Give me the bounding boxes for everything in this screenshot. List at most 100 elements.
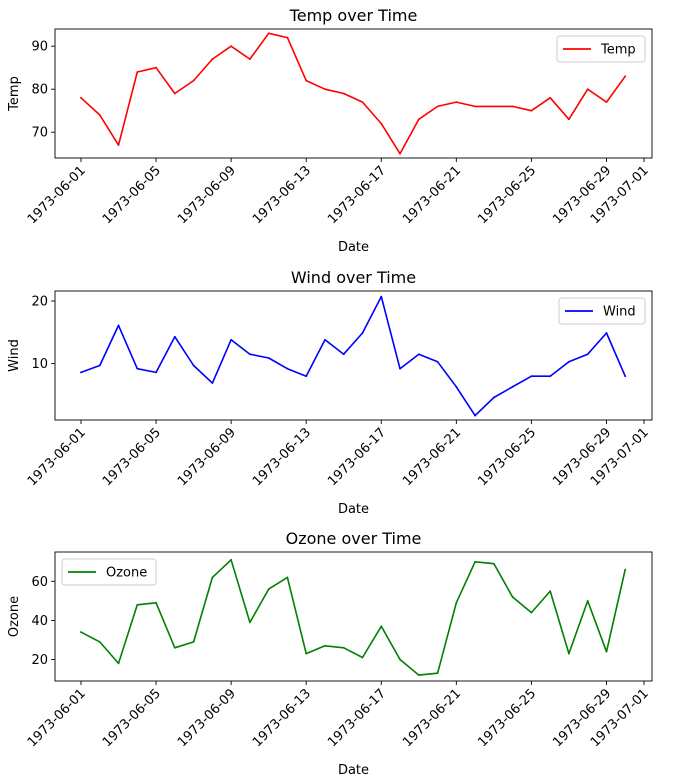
x-tick-label: 1973-06-17 — [325, 686, 389, 750]
data-point — [549, 590, 552, 592]
data-point — [80, 631, 82, 634]
data-point — [605, 101, 608, 103]
data-point — [605, 650, 608, 653]
x-tick-label: 1973-06-21 — [400, 163, 464, 227]
data-point — [305, 79, 308, 82]
data-point — [230, 45, 233, 48]
x-axis-label: Date — [338, 502, 369, 517]
legend-box — [61, 558, 157, 586]
data-point — [624, 568, 627, 571]
data-point — [380, 295, 383, 298]
data-point — [155, 601, 157, 604]
data-point — [98, 114, 101, 116]
data-point — [286, 367, 289, 370]
x-axis-label: Date — [338, 240, 369, 255]
data-point — [417, 118, 420, 121]
data-point — [155, 66, 157, 69]
data-point — [530, 375, 533, 378]
x-tick-label: 1973-06-13 — [250, 425, 314, 489]
legend-box — [556, 35, 646, 63]
axes-frame — [54, 28, 653, 159]
legend: Ozone — [61, 558, 157, 586]
y-axis-label: Ozone — [7, 596, 22, 637]
x-tick-label: 1973-06-25 — [475, 163, 539, 227]
data-point — [436, 105, 439, 108]
data-point — [455, 601, 458, 604]
data-point — [474, 105, 476, 108]
data-point — [417, 353, 420, 356]
data-point — [568, 118, 570, 121]
data-point — [267, 357, 270, 359]
legend-box — [558, 297, 646, 325]
y-tick-label: 60 — [31, 575, 48, 590]
data-point — [267, 588, 270, 591]
y-tick-label: 40 — [31, 614, 48, 629]
data-point — [173, 92, 176, 95]
data-point — [361, 332, 364, 334]
data-point — [192, 79, 195, 82]
data-point — [436, 672, 439, 675]
data-point — [211, 58, 214, 60]
data-point — [549, 96, 552, 99]
series-line-wind — [80, 295, 627, 417]
data-point — [474, 414, 476, 417]
data-point — [530, 611, 533, 614]
x-tick-label: 1973-06-01 — [25, 163, 89, 227]
x-tick-label: 1973-06-01 — [25, 686, 89, 750]
data-point — [342, 92, 345, 95]
data-point — [492, 396, 495, 399]
x-tick-label: 1973-06-17 — [325, 425, 389, 489]
series-line-temp — [80, 32, 627, 155]
data-point — [211, 382, 214, 384]
data-point — [173, 646, 176, 649]
x-tick-label: 1973-06-13 — [250, 686, 314, 750]
data-point — [455, 101, 458, 103]
data-point — [324, 644, 326, 647]
data-point — [98, 641, 101, 643]
data-point — [80, 371, 82, 374]
data-point — [455, 385, 458, 388]
chart-title: Wind over Time — [291, 268, 416, 287]
data-point — [136, 603, 139, 606]
data-point — [267, 32, 270, 35]
data-point — [605, 332, 608, 334]
x-tick-label: 1973-06-25 — [475, 686, 539, 750]
data-point — [568, 360, 570, 363]
data-point — [549, 375, 552, 378]
data-point — [136, 71, 139, 73]
x-tick-label: 1973-06-17 — [325, 163, 389, 227]
data-point — [249, 58, 251, 60]
data-point — [305, 375, 308, 378]
data-point — [230, 558, 233, 561]
y-tick-label: 20 — [31, 295, 48, 310]
data-point — [324, 338, 326, 341]
data-point — [586, 88, 589, 91]
data-point — [249, 621, 251, 624]
data-point — [286, 36, 289, 39]
data-point — [380, 625, 383, 628]
data-point — [155, 371, 157, 374]
data-point — [249, 353, 251, 356]
chart-title: Ozone over Time — [286, 529, 422, 548]
data-point — [192, 641, 195, 643]
data-point — [399, 658, 401, 661]
data-point — [117, 144, 120, 147]
y-tick-label: 80 — [31, 83, 48, 98]
data-point — [136, 367, 139, 370]
data-point — [399, 367, 401, 370]
data-point — [361, 101, 364, 103]
x-tick-label: 1973-06-13 — [250, 163, 314, 227]
data-point — [492, 105, 495, 108]
x-tick-label: 1973-06-01 — [25, 425, 89, 489]
data-point — [511, 105, 514, 108]
data-point — [436, 360, 439, 363]
x-tick-label: 1973-06-25 — [475, 425, 539, 489]
data-point — [380, 122, 383, 125]
legend-label: Ozone — [106, 566, 147, 581]
data-point — [568, 652, 570, 655]
axes-frame — [54, 290, 653, 421]
y-tick-label: 70 — [31, 126, 48, 141]
legend-label: Temp — [600, 43, 636, 58]
